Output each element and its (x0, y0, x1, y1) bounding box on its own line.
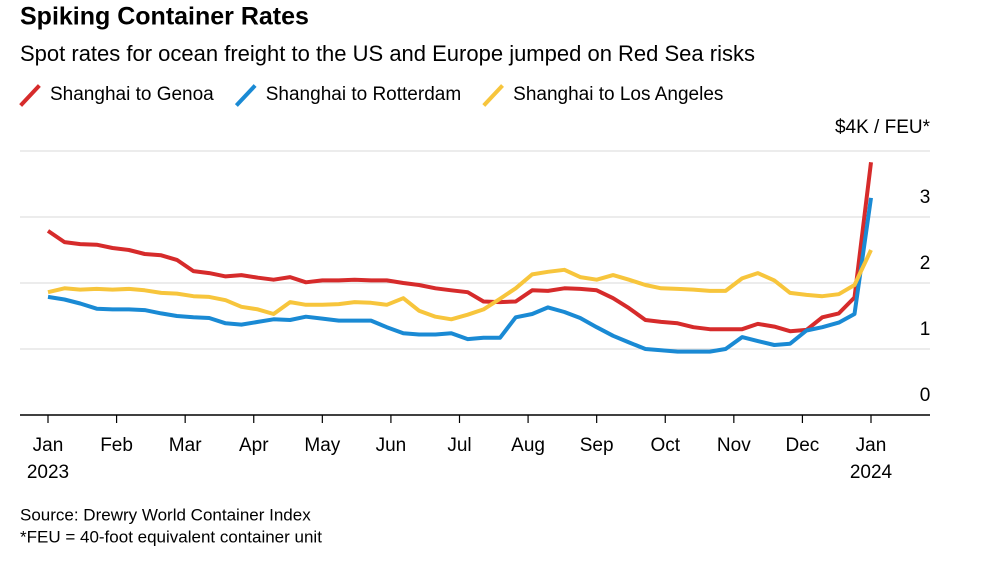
x-tick-label: Jan (33, 435, 64, 456)
x-tick-label: Mar (169, 435, 202, 456)
x-tick-label: Feb (100, 435, 133, 456)
x-tick-label: Apr (239, 435, 269, 456)
source: Source: Drewry World Container Index (20, 505, 311, 524)
legend-label: Shanghai to Los Angeles (513, 84, 723, 105)
x-tick-label: Nov (717, 435, 751, 456)
x-tick-label: May (304, 435, 340, 456)
y-tick-label: 2 (920, 253, 931, 274)
y-tick-label: 1 (920, 319, 931, 340)
x-year-label: 2024 (850, 462, 893, 483)
x-tick-label: Dec (786, 435, 820, 456)
legend-swatch (19, 84, 41, 107)
x-tick-label: Jul (447, 435, 471, 456)
y-tick-label: $4K / FEU* (835, 117, 931, 138)
legend-swatch (234, 84, 257, 107)
y-tick-label: 3 (920, 187, 931, 208)
x-year-label: 2023 (27, 462, 69, 483)
x-tick-label: Sep (580, 435, 614, 456)
x-tick-label: Aug (511, 435, 545, 456)
x-tick-label: Oct (650, 435, 680, 456)
note: *FEU = 40-foot equivalent container unit (20, 527, 322, 546)
series-line (47, 249, 873, 322)
chart-subtitle: Spot rates for ocean freight to the US a… (20, 41, 755, 66)
x-tick-label: Jan (856, 435, 887, 456)
legend-label: Shanghai to Genoa (50, 84, 214, 105)
x-tick-label: Jun (376, 435, 407, 456)
legend-swatch (482, 84, 504, 107)
series-line (47, 197, 873, 354)
chart-title: Spiking Container Rates (20, 3, 309, 31)
y-tick-label: 0 (920, 385, 931, 406)
series-line (46, 161, 873, 334)
legend-label: Shanghai to Rotterdam (266, 84, 461, 105)
